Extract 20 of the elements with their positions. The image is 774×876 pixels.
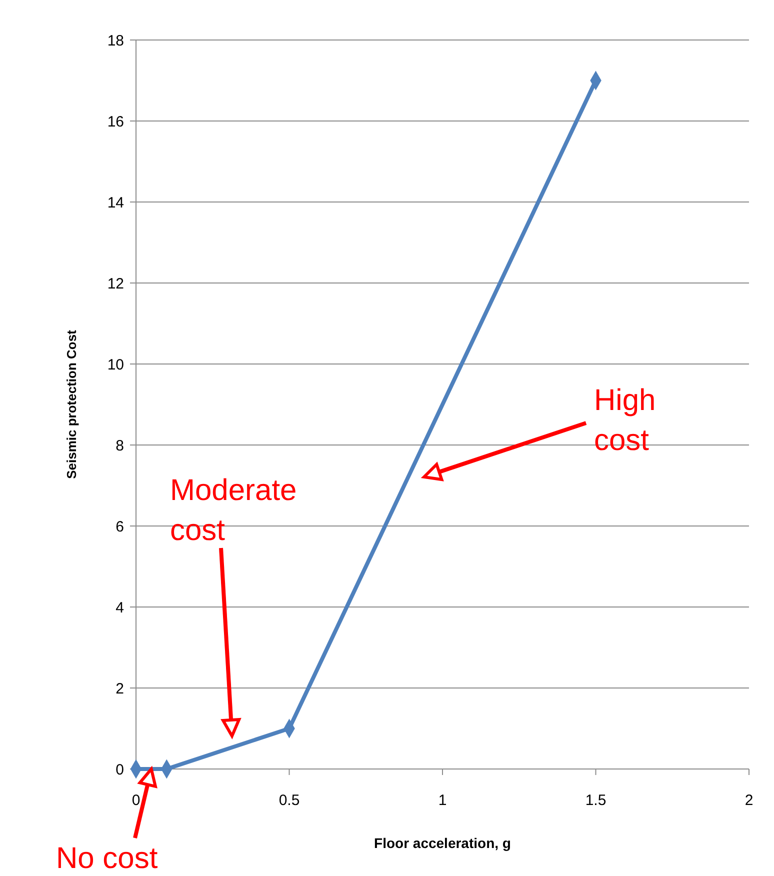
annotation: No cost: [56, 842, 158, 875]
y-tick-label: 16: [107, 113, 124, 130]
y-tick-label: 2: [116, 680, 124, 698]
x-tick-label: 0: [132, 792, 140, 809]
y-tick-label: 6: [116, 518, 124, 536]
x-tick-label: 0.5: [278, 792, 300, 809]
x-tick-label: 1: [438, 792, 447, 809]
y-axis-title: Seismic protection Cost: [64, 329, 79, 479]
y-tick-label: 10: [107, 356, 124, 374]
x-tick-label: 2: [744, 792, 754, 809]
annotation: Moderate cost: [170, 474, 297, 547]
y-tick-label: 18: [107, 32, 124, 50]
x-tick-label: 1.5: [585, 792, 606, 809]
y-tick-label: 4: [116, 599, 124, 616]
y-tick-label: 8: [116, 437, 124, 454]
annotation: High cost: [594, 384, 656, 457]
y-tick-label: 14: [107, 194, 124, 212]
y-tick-label: 0: [116, 761, 124, 778]
y-tick-label: 12: [107, 275, 124, 292]
x-axis-title: Floor acceleration, g: [374, 835, 511, 851]
